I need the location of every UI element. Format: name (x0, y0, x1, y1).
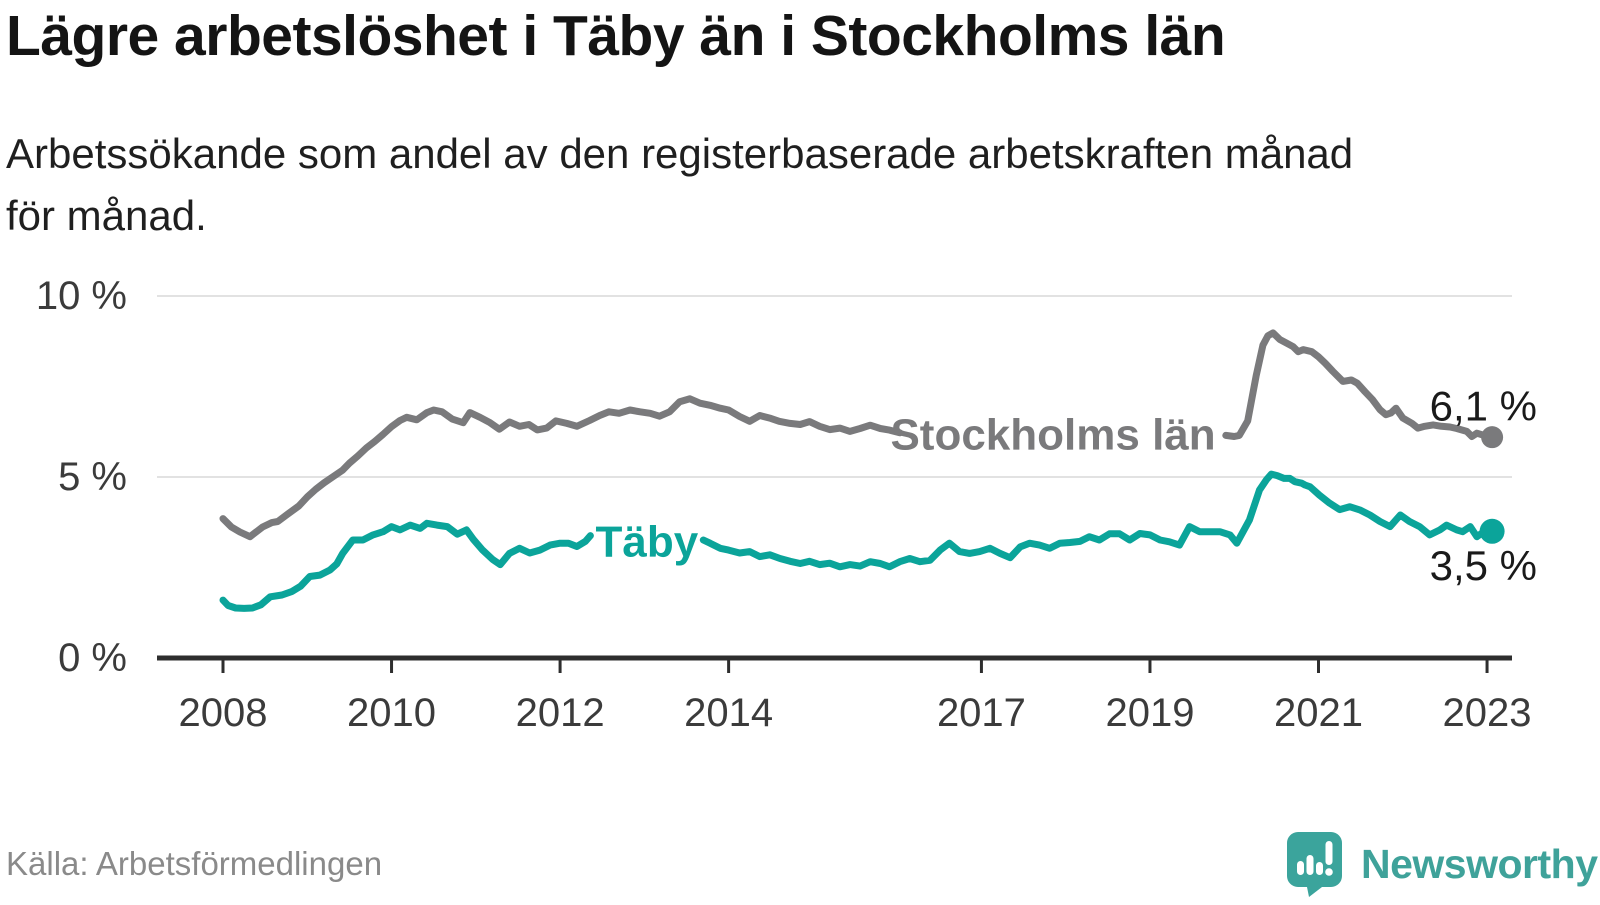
y-tick-label-5: 5 % (58, 455, 127, 499)
source-note: Källa: Arbetsförmedlingen (6, 845, 383, 882)
page-title: Lägre arbetslöshet i Täby än i Stockholm… (6, 4, 1226, 68)
x-tick-label-2012: 2012 (516, 691, 605, 735)
chart-subtitle: Arbetssökande som andel av den registerb… (6, 123, 1551, 246)
x-tick-label-2021: 2021 (1274, 691, 1363, 735)
y-tick-label-10: 10 % (36, 274, 127, 318)
x-tick-label-2014: 2014 (684, 691, 773, 735)
x-tick-label-2019: 2019 (1105, 691, 1194, 735)
x-tick-label-2017: 2017 (937, 691, 1026, 735)
logo-exclamation-dot (1325, 868, 1333, 876)
series-end-dot-stockholms-lan (1481, 426, 1504, 449)
end-value-label-taby: 3,5 % (1430, 542, 1537, 589)
end-value-label-stockholms-lan: 6,1 % (1430, 383, 1537, 430)
y-tick-label-0: 0 % (58, 636, 127, 680)
series-line-stockholms-lan-after-label (1222, 329, 1496, 441)
series-line-taby (219, 519, 594, 612)
series-label-taby: Täby (596, 518, 699, 567)
logo-bar-3 (1316, 862, 1323, 875)
newsworthy-logo: Newsworthy (1286, 832, 1598, 897)
brand-name: Newsworthy (1361, 840, 1598, 887)
series-line-taby-after-label (699, 470, 1496, 571)
logo-bar-1 (1297, 861, 1304, 875)
newsworthy-logo-icon (1287, 832, 1342, 897)
x-tick-label-2023: 2023 (1443, 691, 1532, 735)
subtitle-line-1: Arbetssökande som andel av den registerb… (6, 130, 1354, 177)
subtitle-line-2: för månad. (6, 191, 207, 239)
speech-bubble-shape (1287, 832, 1342, 897)
logo-bar-2 (1306, 855, 1314, 875)
series-line-stockholms-lan (219, 395, 904, 541)
x-tick-label-2010: 2010 (347, 691, 436, 735)
series-end-dot-taby (1479, 518, 1505, 544)
series-label-stockholms-lan: Stockholms län (890, 411, 1215, 460)
x-tick-label-2008: 2008 (179, 691, 268, 735)
logo-exclamation-stroke (1325, 841, 1333, 865)
